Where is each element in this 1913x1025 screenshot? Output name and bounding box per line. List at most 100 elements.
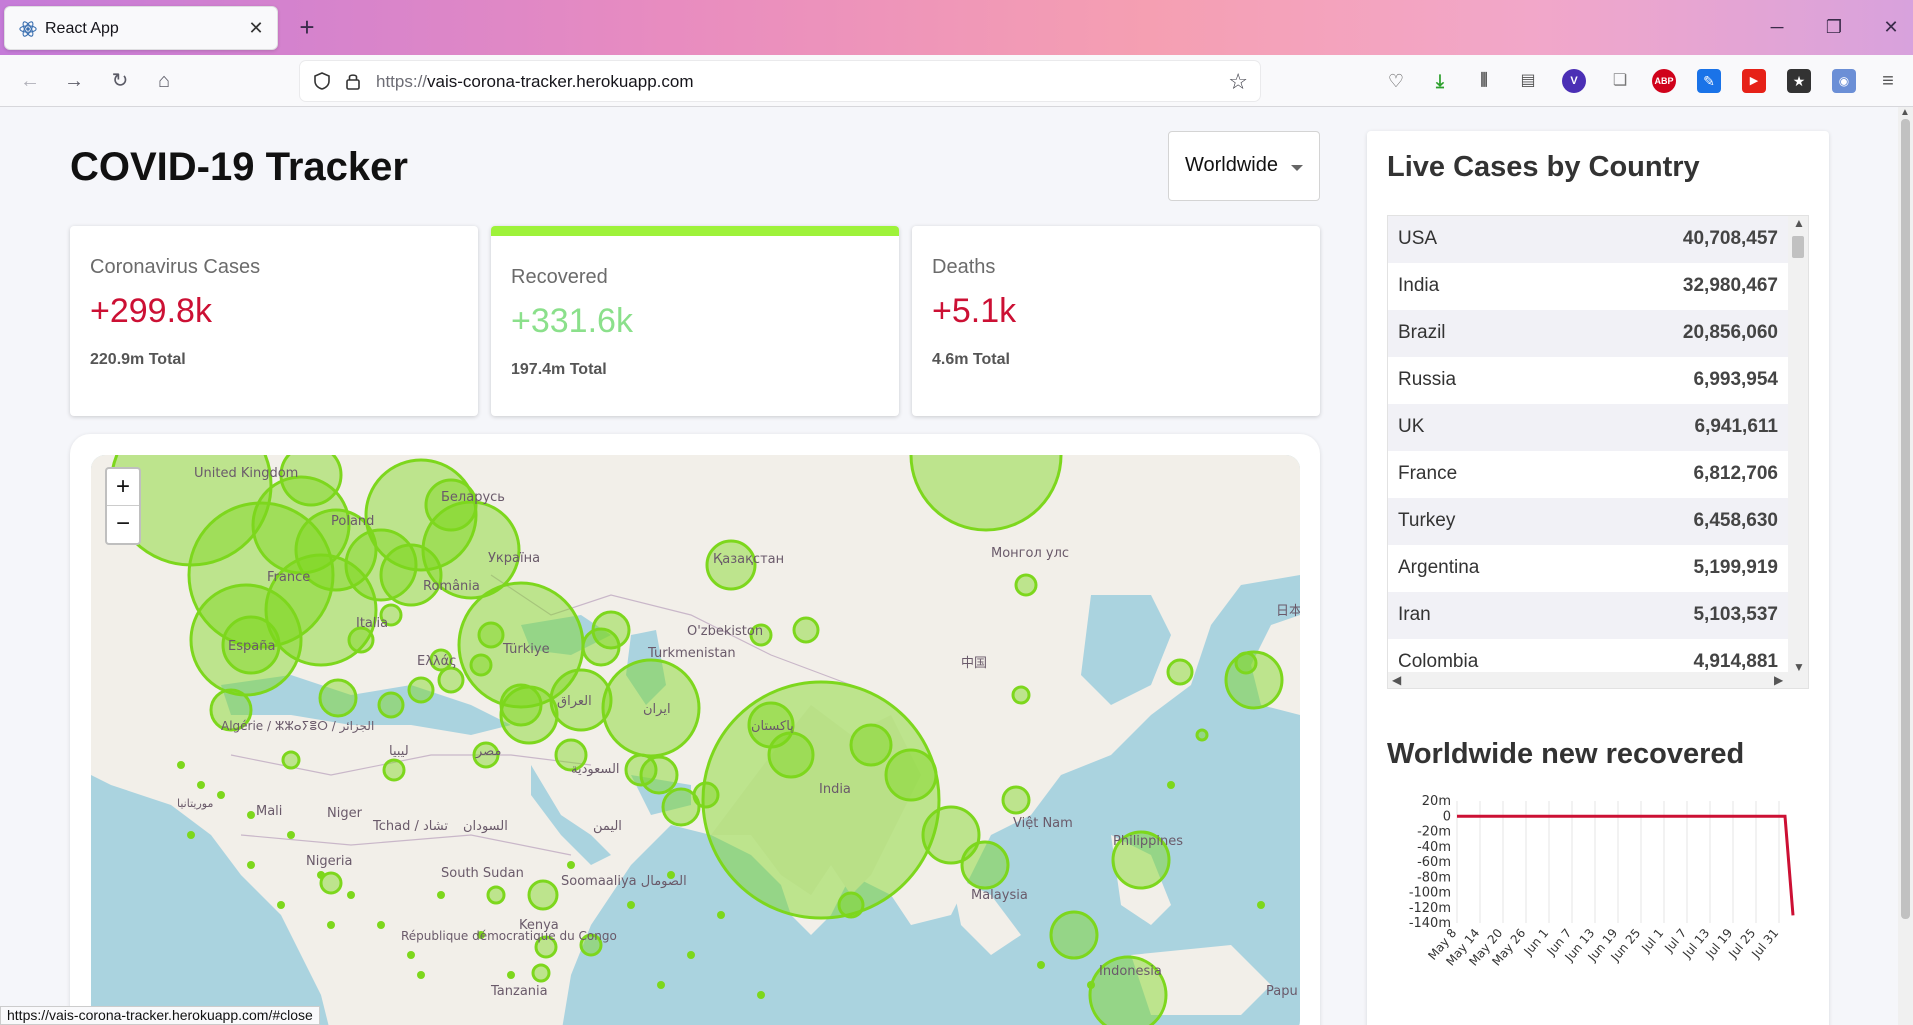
- country-name: USA: [1398, 228, 1438, 249]
- map-label: Қазақстан: [713, 552, 784, 567]
- scroll-up-icon[interactable]: ▲: [1793, 216, 1805, 230]
- country-name: Brazil: [1398, 322, 1446, 343]
- lock-icon[interactable]: [344, 71, 362, 91]
- url-bar[interactable]: https://vais-corona-tracker.herokuapp.co…: [300, 61, 1260, 101]
- map-label: Türkiye: [502, 642, 550, 657]
- scroll-down-icon[interactable]: ▼: [1793, 660, 1805, 674]
- country-cases: 20,856,060: [1682, 322, 1778, 343]
- cases-total: 220.9m Total: [90, 351, 186, 368]
- sidebar-icon[interactable]: ▤: [1520, 72, 1536, 89]
- browser-tab[interactable]: React App ✕: [4, 6, 278, 50]
- y-tick-label: -60m: [1417, 855, 1451, 870]
- recovered-card[interactable]: Recovered +331.6k 197.4m Total: [491, 226, 899, 416]
- zoom-in-button[interactable]: +: [107, 469, 139, 506]
- back-icon[interactable]: ←: [20, 70, 40, 92]
- browser-nav-bar: ← → ↻ ⌂ https://vais-corona-tracker.hero…: [0, 55, 1913, 107]
- page-scroll-thumb[interactable]: [1901, 119, 1910, 919]
- map-label: Việt Nam: [1013, 816, 1073, 831]
- forward-icon[interactable]: →: [64, 70, 84, 92]
- youtube-icon[interactable]: ▶: [1742, 69, 1766, 93]
- country-name: UK: [1398, 416, 1425, 437]
- map-label: السعودية: [571, 762, 620, 777]
- tab-title: React App: [45, 20, 119, 37]
- bookmark-extension-icon[interactable]: ★: [1787, 69, 1811, 93]
- map-label: France: [267, 570, 310, 585]
- bookmark-star-icon[interactable]: ☆: [1228, 69, 1248, 94]
- browser-tab-bar: React App ✕ + ─ ❐ ✕: [0, 0, 1913, 55]
- scroll-thumb[interactable]: [1792, 236, 1804, 258]
- table-row: Colombia 4,914,881: [1388, 639, 1788, 686]
- page-scrollbar[interactable]: ▲: [1898, 107, 1913, 1025]
- new-tab-icon[interactable]: +: [299, 12, 315, 42]
- table-horizontal-scrollbar[interactable]: ◀ ▶: [1388, 672, 1808, 688]
- map-label: Монгол улс: [991, 546, 1069, 561]
- country-name: Turkey: [1398, 510, 1456, 531]
- cases-card[interactable]: Coronavirus Cases +299.8k 220.9m Total: [70, 226, 478, 416]
- menu-icon[interactable]: ≡: [1882, 70, 1894, 92]
- cases-value: +299.8k: [90, 292, 212, 330]
- url-text[interactable]: https://vais-corona-tracker.herokuapp.co…: [376, 72, 694, 91]
- recovered-total: 197.4m Total: [511, 361, 607, 378]
- v-extension-icon[interactable]: V: [1562, 69, 1586, 93]
- minimize-icon[interactable]: ─: [1770, 17, 1784, 37]
- country-cases: 6,941,611: [1694, 416, 1778, 437]
- profile-icon[interactable]: ◉: [1832, 69, 1856, 93]
- map-label: Papu: [1266, 984, 1298, 999]
- map-label: République démocratique du Congo: [401, 929, 617, 943]
- close-window-icon[interactable]: ✕: [1883, 17, 1899, 37]
- country-dropdown[interactable]: Worldwide: [1168, 131, 1320, 201]
- scroll-left-icon[interactable]: ◀: [1392, 673, 1402, 687]
- adblock-icon[interactable]: ABP: [1652, 69, 1676, 93]
- y-tick-label: 20m: [1422, 794, 1451, 809]
- map-label: Беларусь: [441, 490, 505, 505]
- live-cases-table[interactable]: USA 40,708,457 India 32,980,467 Brazil 2…: [1387, 215, 1809, 689]
- map-label: United Kingdom: [194, 466, 298, 481]
- chart-title: Worldwide new recovered: [1387, 738, 1745, 770]
- country-name: Colombia: [1398, 651, 1479, 672]
- map-label: موريتانيا: [177, 797, 213, 810]
- map-label: اليمن: [593, 819, 622, 834]
- edit-extension-icon[interactable]: ✎: [1697, 69, 1721, 93]
- map-label: Mali: [256, 804, 282, 819]
- map-label: O'zbekiston: [687, 624, 763, 639]
- page-title: COVID-19 Tracker: [70, 145, 408, 189]
- country-dropdown-value: Worldwide: [1185, 154, 1278, 176]
- map-label: مصر: [475, 744, 501, 759]
- home-icon[interactable]: ⌂: [157, 70, 171, 92]
- map-label: Poland: [331, 514, 374, 529]
- country-name: India: [1398, 275, 1440, 296]
- chevron-down-icon: [1291, 165, 1303, 171]
- close-tab-icon[interactable]: ✕: [248, 18, 264, 38]
- y-tick-label: 0: [1443, 809, 1451, 824]
- map-label: پاکستان: [751, 719, 794, 734]
- download-icon[interactable]: ⤓: [1436, 71, 1444, 91]
- y-tick-label: -140m: [1409, 916, 1451, 931]
- pocket-icon[interactable]: ♡: [1387, 71, 1405, 91]
- zoom-out-button[interactable]: −: [115, 510, 130, 537]
- recovered-label: Recovered: [511, 266, 608, 288]
- map-label: ایران: [643, 702, 671, 717]
- zoom-control: + −: [105, 467, 141, 545]
- country-name: France: [1398, 463, 1458, 484]
- map-label: ليبيا: [389, 744, 409, 759]
- reload-icon[interactable]: ↻: [111, 70, 129, 92]
- table-row: Turkey 6,458,630: [1388, 498, 1788, 545]
- scroll-up-icon[interactable]: ▲: [1900, 107, 1910, 118]
- country-cases: 6,458,630: [1693, 510, 1778, 531]
- tab-extension-icon[interactable]: ❏: [1612, 72, 1628, 89]
- cases-label: Coronavirus Cases: [90, 256, 261, 278]
- deaths-card[interactable]: Deaths +5.1k 4.6m Total: [912, 226, 1320, 416]
- scroll-right-icon[interactable]: ▶: [1774, 673, 1784, 687]
- map-label: Indonesia: [1099, 964, 1162, 979]
- shield-icon[interactable]: [312, 71, 332, 91]
- map-tiles: United Kingdom Беларусь Poland France Ук…: [91, 455, 1300, 1025]
- deaths-value: +5.1k: [932, 292, 1017, 330]
- table-vertical-scrollbar[interactable]: ▲ ▼: [1788, 216, 1808, 676]
- restore-icon[interactable]: ❐: [1825, 17, 1843, 37]
- library-icon[interactable]: ⫼: [1480, 72, 1488, 89]
- x-tick-label: Jul 1: [1638, 926, 1666, 956]
- status-url: https://vais-corona-tracker.herokuapp.co…: [0, 1006, 320, 1025]
- map-label: South Sudan: [441, 866, 524, 881]
- world-map[interactable]: United Kingdom Беларусь Poland France Ук…: [91, 455, 1300, 1025]
- map-label: Україна: [488, 551, 540, 566]
